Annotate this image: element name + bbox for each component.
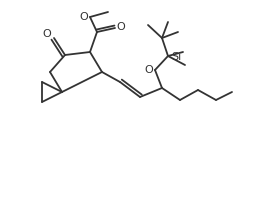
Text: O: O bbox=[43, 29, 51, 39]
Text: Si: Si bbox=[171, 52, 181, 62]
Text: O: O bbox=[145, 65, 153, 75]
Text: O: O bbox=[117, 22, 125, 32]
Text: O: O bbox=[80, 12, 88, 22]
